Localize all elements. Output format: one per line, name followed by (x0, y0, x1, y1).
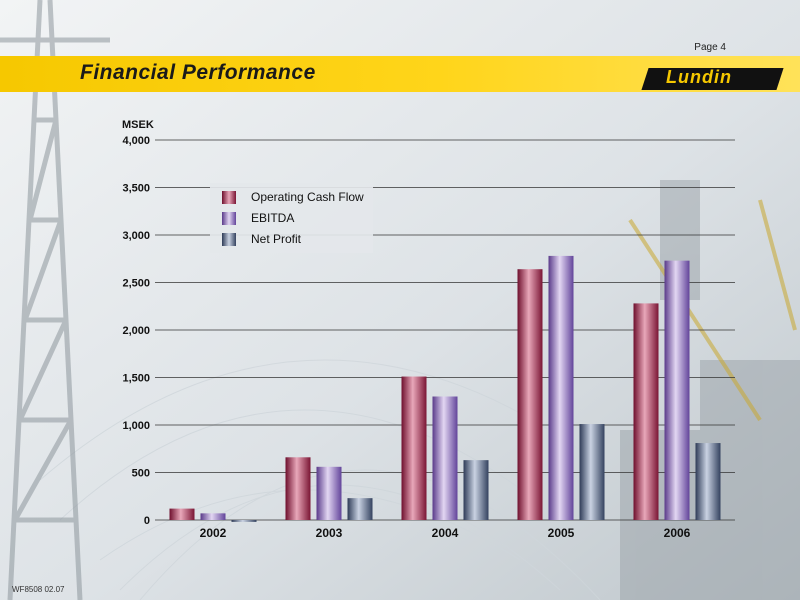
x-tick-label: 2006 (664, 526, 691, 540)
bar-net-profit (231, 520, 257, 522)
bar-net-profit (579, 424, 605, 520)
y-tick-label: 1,500 (122, 373, 150, 385)
legend-label-operating-cash-flow: Operating Cash Flow (251, 190, 364, 204)
x-tick-label: 2003 (316, 526, 343, 540)
bar-operating-cash-flow (517, 269, 543, 520)
bar-ebitda (316, 466, 342, 520)
bar-operating-cash-flow (633, 303, 659, 520)
bar-operating-cash-flow (169, 508, 195, 520)
page-title: Financial Performance (80, 61, 316, 84)
bar-ebitda (548, 255, 574, 520)
lundin-logo: Lundin (666, 67, 732, 87)
legend-item-net-profit: Net Profit (222, 231, 301, 247)
y-tick-label: 3,000 (122, 230, 150, 242)
y-tick-label: 2,000 (122, 325, 150, 337)
y-tick-label: 500 (132, 468, 150, 480)
legend-label-ebitda: EBITDA (251, 211, 295, 225)
bar-net-profit (695, 443, 721, 520)
y-tick-label: 3,500 (122, 183, 150, 195)
chart-legend: Operating Cash Flow EBITDA Net Profit (210, 183, 373, 253)
legend-item-operating-cash-flow: Operating Cash Flow (222, 189, 364, 205)
x-tick-label: 2002 (200, 526, 227, 540)
x-tick-label: 2004 (432, 526, 459, 540)
bar-net-profit (463, 460, 489, 520)
y-tick-label: 0 (144, 515, 150, 527)
y-axis-label: MSEK (122, 119, 154, 131)
legend-swatch-net-profit (222, 232, 236, 246)
legend-swatch-operating-cash-flow (222, 190, 236, 204)
y-tick-label: 2,500 (122, 278, 150, 290)
y-tick-label: 4,000 (122, 135, 150, 147)
bar-ebitda (664, 260, 690, 520)
y-tick-label: 1,000 (122, 420, 150, 432)
bar-ebitda (432, 396, 458, 520)
legend-label-net-profit: Net Profit (251, 232, 302, 246)
footer-code: WF8508 02.07 (12, 585, 65, 594)
bar-operating-cash-flow (285, 457, 311, 520)
bar-net-profit (347, 498, 373, 520)
page-number: Page 4 (694, 42, 726, 53)
legend-item-ebitda: EBITDA (222, 210, 294, 226)
legend-swatch-ebitda (222, 211, 236, 225)
x-tick-label: 2005 (548, 526, 575, 540)
bar-operating-cash-flow (401, 376, 427, 520)
bar-ebitda (200, 513, 226, 520)
